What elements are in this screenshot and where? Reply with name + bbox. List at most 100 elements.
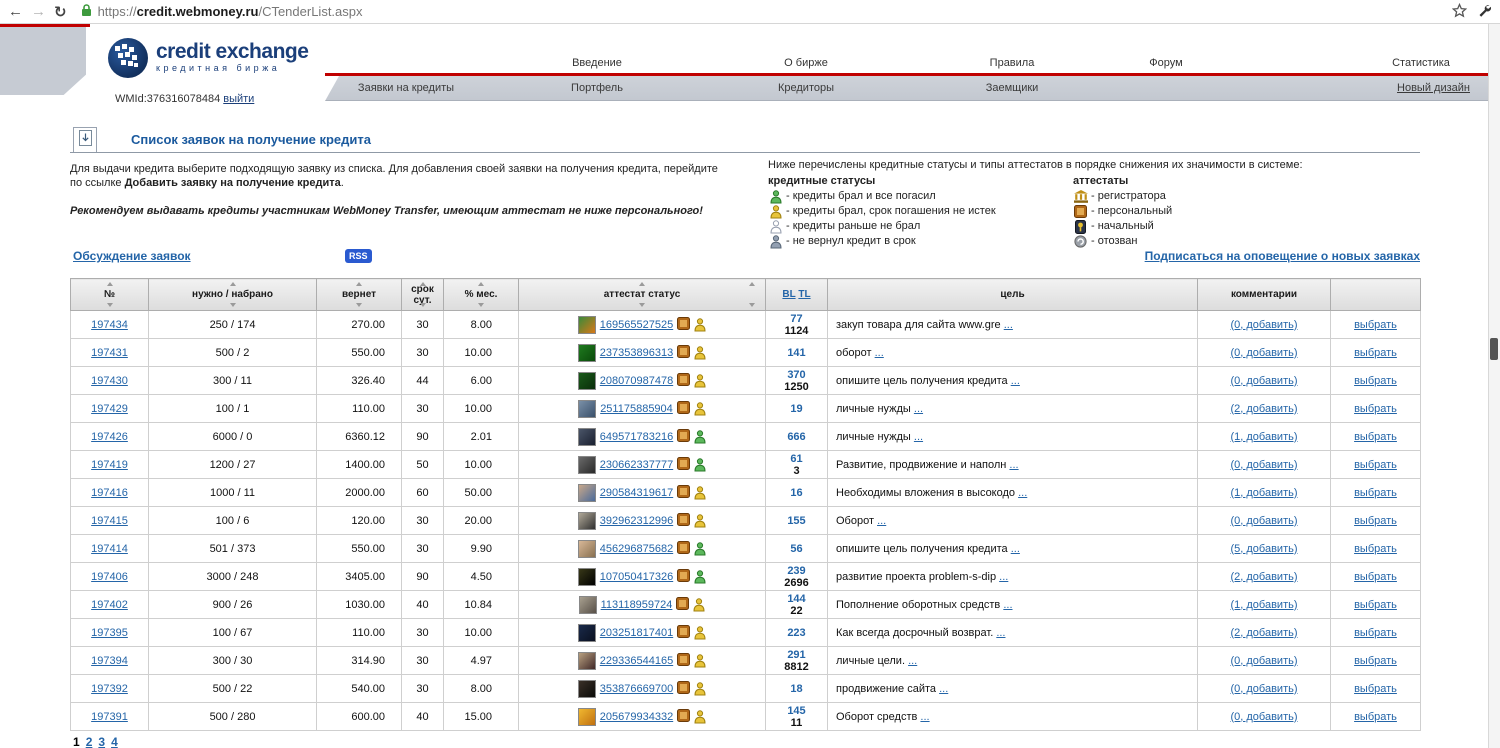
purpose-more-link[interactable]: ... xyxy=(920,711,929,723)
wmid-link[interactable]: 456296875682 xyxy=(600,543,673,555)
request-id-link[interactable]: 197394 xyxy=(91,655,128,667)
address-bar[interactable]: https://credit.webmoney.ru/CTenderList.a… xyxy=(81,4,1452,20)
top-menu-item-5[interactable]: Статистика xyxy=(1392,57,1450,69)
user-avatar[interactable] xyxy=(578,540,596,558)
sort-desc-icon[interactable] xyxy=(444,303,518,307)
purpose-more-link[interactable]: ... xyxy=(1003,599,1012,611)
page-number-2[interactable]: 2 xyxy=(86,735,93,748)
user-avatar[interactable] xyxy=(578,316,596,334)
purpose-more-link[interactable]: ... xyxy=(914,431,923,443)
user-avatar[interactable] xyxy=(579,596,597,614)
comments-link[interactable]: (0, добавить) xyxy=(1230,459,1297,471)
col-header-percent[interactable]: % мес. xyxy=(444,279,519,311)
select-link[interactable]: выбрать xyxy=(1354,487,1397,499)
comments-link[interactable]: (2, добавить) xyxy=(1230,571,1297,583)
select-link[interactable]: выбрать xyxy=(1354,655,1397,667)
sort-desc-icon[interactable] xyxy=(519,303,765,307)
wmid-link[interactable]: 649571783216 xyxy=(600,431,673,443)
sort-desc-icon[interactable] xyxy=(71,303,148,307)
col-header-bltl[interactable]: BL TL xyxy=(766,279,828,311)
col-header-days[interactable]: срок сут. xyxy=(402,279,444,311)
request-id-link[interactable]: 197419 xyxy=(91,459,128,471)
purpose-more-link[interactable]: ... xyxy=(1018,487,1027,499)
wmid-link[interactable]: 237353896313 xyxy=(600,347,673,359)
comments-link[interactable]: (5, добавить) xyxy=(1230,543,1297,555)
comments-link[interactable]: (0, добавить) xyxy=(1230,347,1297,359)
scrollbar-thumb[interactable] xyxy=(1490,338,1498,360)
sort-asc-icon[interactable] xyxy=(402,282,443,286)
request-id-link[interactable]: 197414 xyxy=(91,543,128,555)
comments-link[interactable]: (2, добавить) xyxy=(1230,627,1297,639)
comments-link[interactable]: (1, добавить) xyxy=(1230,431,1297,443)
select-link[interactable]: выбрать xyxy=(1354,459,1397,471)
wmid-link[interactable]: 107050417326 xyxy=(600,571,673,583)
user-avatar[interactable] xyxy=(578,400,596,418)
wmid-link[interactable]: 203251817401 xyxy=(600,627,673,639)
user-avatar[interactable] xyxy=(578,428,596,446)
page-scrollbar[interactable] xyxy=(1488,24,1500,748)
select-link[interactable]: выбрать xyxy=(1354,627,1397,639)
col-header-amount[interactable]: нужно / набрано xyxy=(149,279,317,311)
comments-link[interactable]: (0, добавить) xyxy=(1230,319,1297,331)
select-link[interactable]: выбрать xyxy=(1354,375,1397,387)
wmid-link[interactable]: 230662337777 xyxy=(600,459,673,471)
user-avatar[interactable] xyxy=(578,624,596,642)
sort-asc-icon[interactable] xyxy=(317,282,401,286)
sort-asc-icon[interactable] xyxy=(519,282,765,286)
select-link[interactable]: выбрать xyxy=(1354,571,1397,583)
subscribe-link[interactable]: Подписаться на оповещение о новых заявка… xyxy=(1145,249,1420,263)
sort-desc-icon[interactable] xyxy=(402,303,443,307)
purpose-more-link[interactable]: ... xyxy=(1009,459,1018,471)
purpose-more-link[interactable]: ... xyxy=(939,683,948,695)
select-link[interactable]: выбрать xyxy=(1354,711,1397,723)
select-link[interactable]: выбрать xyxy=(1354,543,1397,555)
request-id-link[interactable]: 197395 xyxy=(91,627,128,639)
comments-link[interactable]: (0, добавить) xyxy=(1230,683,1297,695)
sort-desc-icon[interactable] xyxy=(749,303,755,307)
col-header-id[interactable]: № xyxy=(71,279,149,311)
top-menu-item-2[interactable]: О бирже xyxy=(784,57,828,69)
user-avatar[interactable] xyxy=(578,456,596,474)
sub-menu-item-2[interactable]: Портфель xyxy=(571,82,623,94)
select-link[interactable]: выбрать xyxy=(1354,347,1397,359)
purpose-more-link[interactable]: ... xyxy=(914,403,923,415)
wmid-link[interactable]: 353876669700 xyxy=(600,683,673,695)
sort-desc-icon[interactable] xyxy=(317,303,401,307)
purpose-more-link[interactable]: ... xyxy=(908,655,917,667)
purpose-more-link[interactable]: ... xyxy=(996,627,1005,639)
user-avatar[interactable] xyxy=(578,568,596,586)
discussion-link[interactable]: Обсуждение заявок xyxy=(73,249,191,263)
select-link[interactable]: выбрать xyxy=(1354,431,1397,443)
user-avatar[interactable] xyxy=(578,344,596,362)
purpose-more-link[interactable]: ... xyxy=(999,571,1008,583)
request-id-link[interactable]: 197416 xyxy=(91,487,128,499)
wmid-link[interactable]: 113118959724 xyxy=(601,599,673,611)
wmid-link[interactable]: 392962312996 xyxy=(600,515,673,527)
wmid-link[interactable]: 290584319617 xyxy=(600,487,673,499)
site-logo[interactable]: credit exchange кредитная биржа xyxy=(108,38,308,78)
sort-asc-icon[interactable] xyxy=(149,282,316,286)
wrench-menu-icon[interactable] xyxy=(1477,3,1492,21)
request-id-link[interactable]: 197415 xyxy=(91,515,128,527)
comments-link[interactable]: (1, добавить) xyxy=(1230,487,1297,499)
sort-asc-icon[interactable] xyxy=(749,282,755,286)
top-menu-item-1[interactable]: Введение xyxy=(572,57,622,69)
purpose-more-link[interactable]: ... xyxy=(1011,543,1020,555)
comments-link[interactable]: (0, добавить) xyxy=(1230,375,1297,387)
sub-menu-item-4[interactable]: Заемщики xyxy=(986,82,1039,94)
logout-link[interactable]: выйти xyxy=(223,93,254,105)
col-header-return[interactable]: вернет xyxy=(317,279,402,311)
col-header-attestat[interactable]: аттестат статус xyxy=(519,279,766,311)
purpose-more-link[interactable]: ... xyxy=(1011,375,1020,387)
select-link[interactable]: выбрать xyxy=(1354,515,1397,527)
comments-link[interactable]: (0, добавить) xyxy=(1230,515,1297,527)
comments-link[interactable]: (0, добавить) xyxy=(1230,711,1297,723)
browser-reload-icon[interactable]: ↻ xyxy=(54,3,67,21)
request-id-link[interactable]: 197402 xyxy=(91,599,128,611)
user-avatar[interactable] xyxy=(578,652,596,670)
ssl-lock-icon[interactable] xyxy=(81,4,92,20)
browser-back-icon[interactable]: ← xyxy=(8,3,23,20)
top-menu-item-4[interactable]: Форум xyxy=(1149,57,1182,69)
page-number-3[interactable]: 3 xyxy=(98,735,105,748)
comments-link[interactable]: (2, добавить) xyxy=(1230,403,1297,415)
